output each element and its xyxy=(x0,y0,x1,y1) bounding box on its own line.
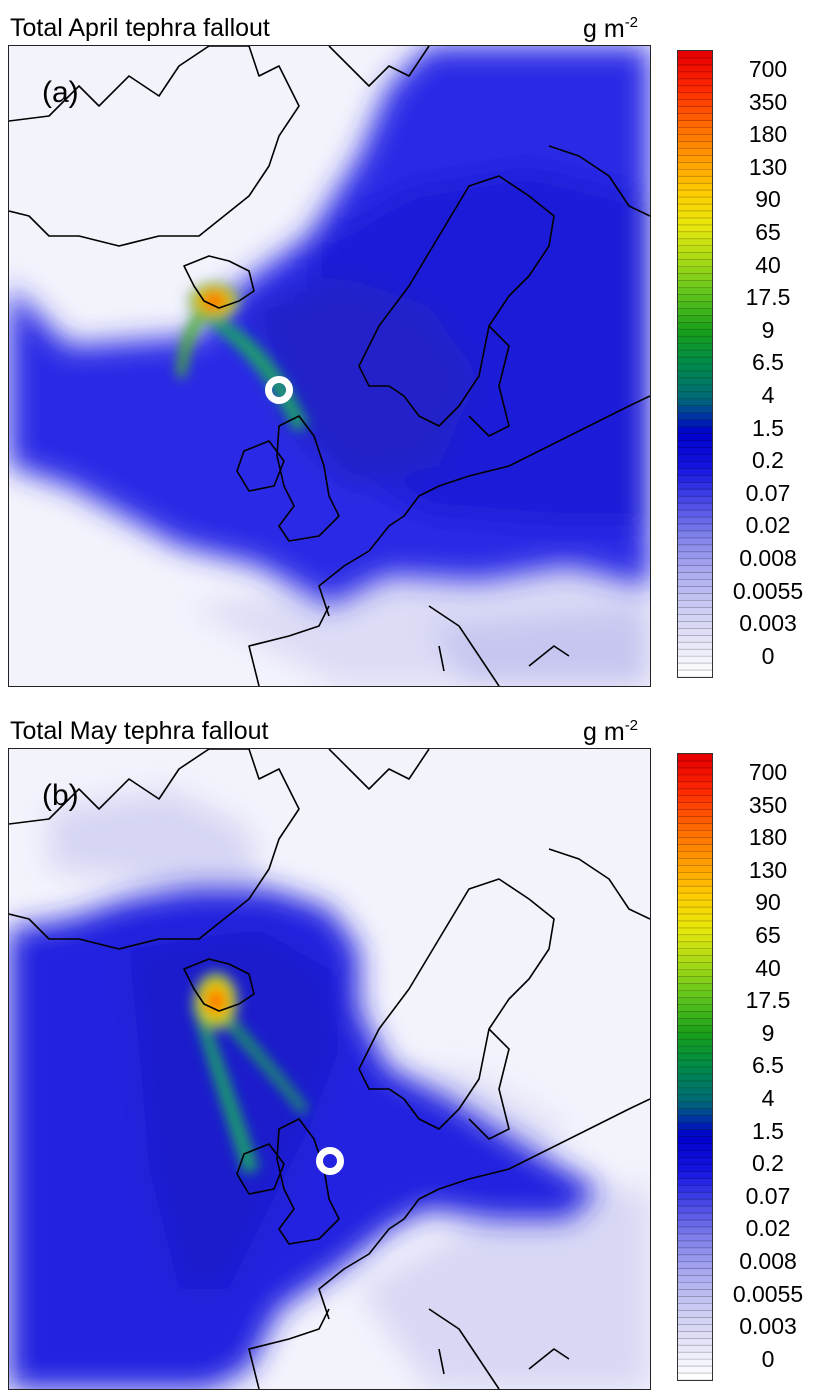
colorbar-ticks: 700 350 180 130 90 65 40 17.5 9 6.5 4 1.5 0.2 0.07 0.0… xyxy=(725,48,821,684)
colorbar-tick-label: 90 xyxy=(755,186,781,213)
colorbar-ticks: 700 350 180 130 90 65 40 17.5 9 6.5 4 1.5 0.2 0.07 0.0… xyxy=(725,751,821,1387)
fallout-field-high xyxy=(190,967,309,1174)
panel-label: (b) xyxy=(42,779,79,812)
colorbar-tick-label: 65 xyxy=(755,922,781,948)
colorbar xyxy=(677,753,713,1381)
colorbar-tick-label: 4 xyxy=(761,1085,775,1111)
colorbar-tick-label: 90 xyxy=(755,889,781,916)
colorbar-tick-label: 9 xyxy=(761,1019,775,1046)
colorbar-tick-label: 0 xyxy=(761,642,775,669)
colorbar-tick-label: 700 xyxy=(748,56,788,82)
colorbar-tick-label: 0.003 xyxy=(739,610,797,637)
colorbar-tick-label: 17.5 xyxy=(745,284,791,311)
units-label: g m-2 xyxy=(583,14,639,43)
colorbar-tick-label: 700 xyxy=(748,759,788,785)
coastlines xyxy=(9,749,650,1389)
colorbar-tick-label: 0.2 xyxy=(752,1150,784,1177)
colorbar-tick-label: 0.008 xyxy=(739,545,797,571)
map-april xyxy=(8,45,651,687)
map-may xyxy=(8,748,651,1390)
colorbar-tick-label: 6.5 xyxy=(752,349,784,376)
panel-label: (a) xyxy=(42,76,79,109)
colorbar-tick-label: 17.5 xyxy=(745,987,791,1014)
colorbar-tick-label: 0.07 xyxy=(745,1182,791,1209)
colorbar-tick-label: 1.5 xyxy=(752,1117,784,1144)
colorbar-tick-label: 0.2 xyxy=(752,447,784,474)
panel-april: Total April tephra fallout g m-2 xyxy=(0,0,821,690)
colorbar-tick-label: 350 xyxy=(748,88,788,115)
colorbar-tick-label: 40 xyxy=(755,954,781,981)
colorbar-tick-label: 4 xyxy=(761,382,775,408)
colorbar-tick-label: 9 xyxy=(761,316,775,343)
colorbar-tick-label: 40 xyxy=(755,251,781,278)
colorbar-tick-label: 0.02 xyxy=(745,1215,791,1242)
colorbar xyxy=(677,50,713,678)
colorbar-tick-label: 0.0055 xyxy=(732,1280,804,1307)
site-marker xyxy=(316,1147,344,1175)
colorbar-tick-label: 6.5 xyxy=(752,1052,784,1079)
colorbar-tick-label: 130 xyxy=(748,856,788,883)
colorbar-gradient xyxy=(678,754,712,1380)
colorbar-tick-label: 0.008 xyxy=(739,1248,797,1274)
fallout-map-may xyxy=(9,749,650,1389)
colorbar-tick-label: 0.003 xyxy=(739,1313,797,1340)
colorbar-gradient xyxy=(678,51,712,677)
coastlines xyxy=(9,46,650,686)
colorbar-tick-label: 1.5 xyxy=(752,414,784,441)
colorbar-tick-label: 0 xyxy=(761,1345,775,1372)
colorbar-tick-label: 0.0055 xyxy=(732,577,804,604)
panel-title: Total April tephra fallout xyxy=(10,14,270,42)
colorbar-tick-label: 130 xyxy=(748,153,788,180)
colorbar-tick-label: 65 xyxy=(755,219,781,245)
site-marker xyxy=(265,376,293,404)
colorbar-tick-label: 0.02 xyxy=(745,512,791,539)
colorbar-tick-label: 350 xyxy=(748,791,788,818)
fallout-field-low xyxy=(189,546,650,686)
colorbar-tick-label: 0.07 xyxy=(745,479,791,506)
panel-may: Total May tephra fallout g m-2 xyxy=(0,703,821,1393)
units-label: g m-2 xyxy=(583,717,639,746)
fallout-map-april xyxy=(9,46,650,686)
fallout-field-main xyxy=(9,46,650,606)
panel-title: Total May tephra fallout xyxy=(10,717,269,745)
colorbar-tick-label: 180 xyxy=(748,121,788,148)
colorbar-tick-label: 180 xyxy=(748,824,788,851)
